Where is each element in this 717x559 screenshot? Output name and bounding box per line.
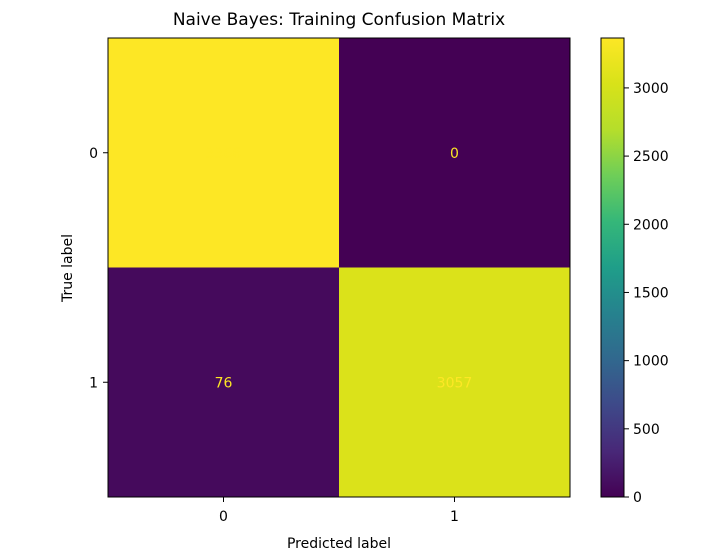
y-tick-label-1: 1 — [89, 375, 98, 391]
heatmap-cell-labels: 3366 0 76 3057 — [206, 146, 473, 392]
colorbar-tick-label-0: 0 — [633, 490, 642, 506]
cell-value-0-0: 3366 — [206, 146, 242, 162]
x-axis-label: Predicted label — [287, 536, 391, 552]
cell-value-1-0: 76 — [215, 375, 233, 391]
colorbar-tick-label-3000: 3000 — [633, 81, 669, 97]
colorbar — [600, 37, 625, 498]
cell-value-0-1: 0 — [450, 146, 459, 162]
heatmap-cell-1-0 — [108, 267, 339, 497]
colorbar-ticks: 0 500 1000 1500 2000 2500 3000 — [624, 81, 669, 506]
colorbar-tick-label-500: 500 — [633, 422, 660, 438]
y-tick-label-0: 0 — [89, 146, 98, 162]
x-tick-label-1: 1 — [450, 509, 459, 525]
cell-value-1-1: 3057 — [437, 375, 473, 391]
colorbar-tick-label-2500: 2500 — [633, 149, 669, 165]
plot-frame — [107, 37, 571, 498]
heatmap-cells — [108, 38, 570, 497]
y-axis-label: True label — [60, 234, 76, 303]
colorbar-tick-label-2000: 2000 — [633, 217, 669, 233]
colorbar-tick-label-1000: 1000 — [633, 354, 669, 370]
chart-title: Naive Bayes: Training Confusion Matrix — [173, 10, 505, 30]
heatmap-cell-1-1 — [339, 267, 570, 497]
colorbar-tick-label-1500: 1500 — [633, 285, 669, 301]
y-axis-ticks: 01 — [89, 146, 108, 391]
x-tick-label-0: 0 — [219, 509, 228, 525]
heatmap-cell-0-1 — [339, 38, 570, 268]
heatmap-cell-0-0 — [108, 38, 339, 268]
